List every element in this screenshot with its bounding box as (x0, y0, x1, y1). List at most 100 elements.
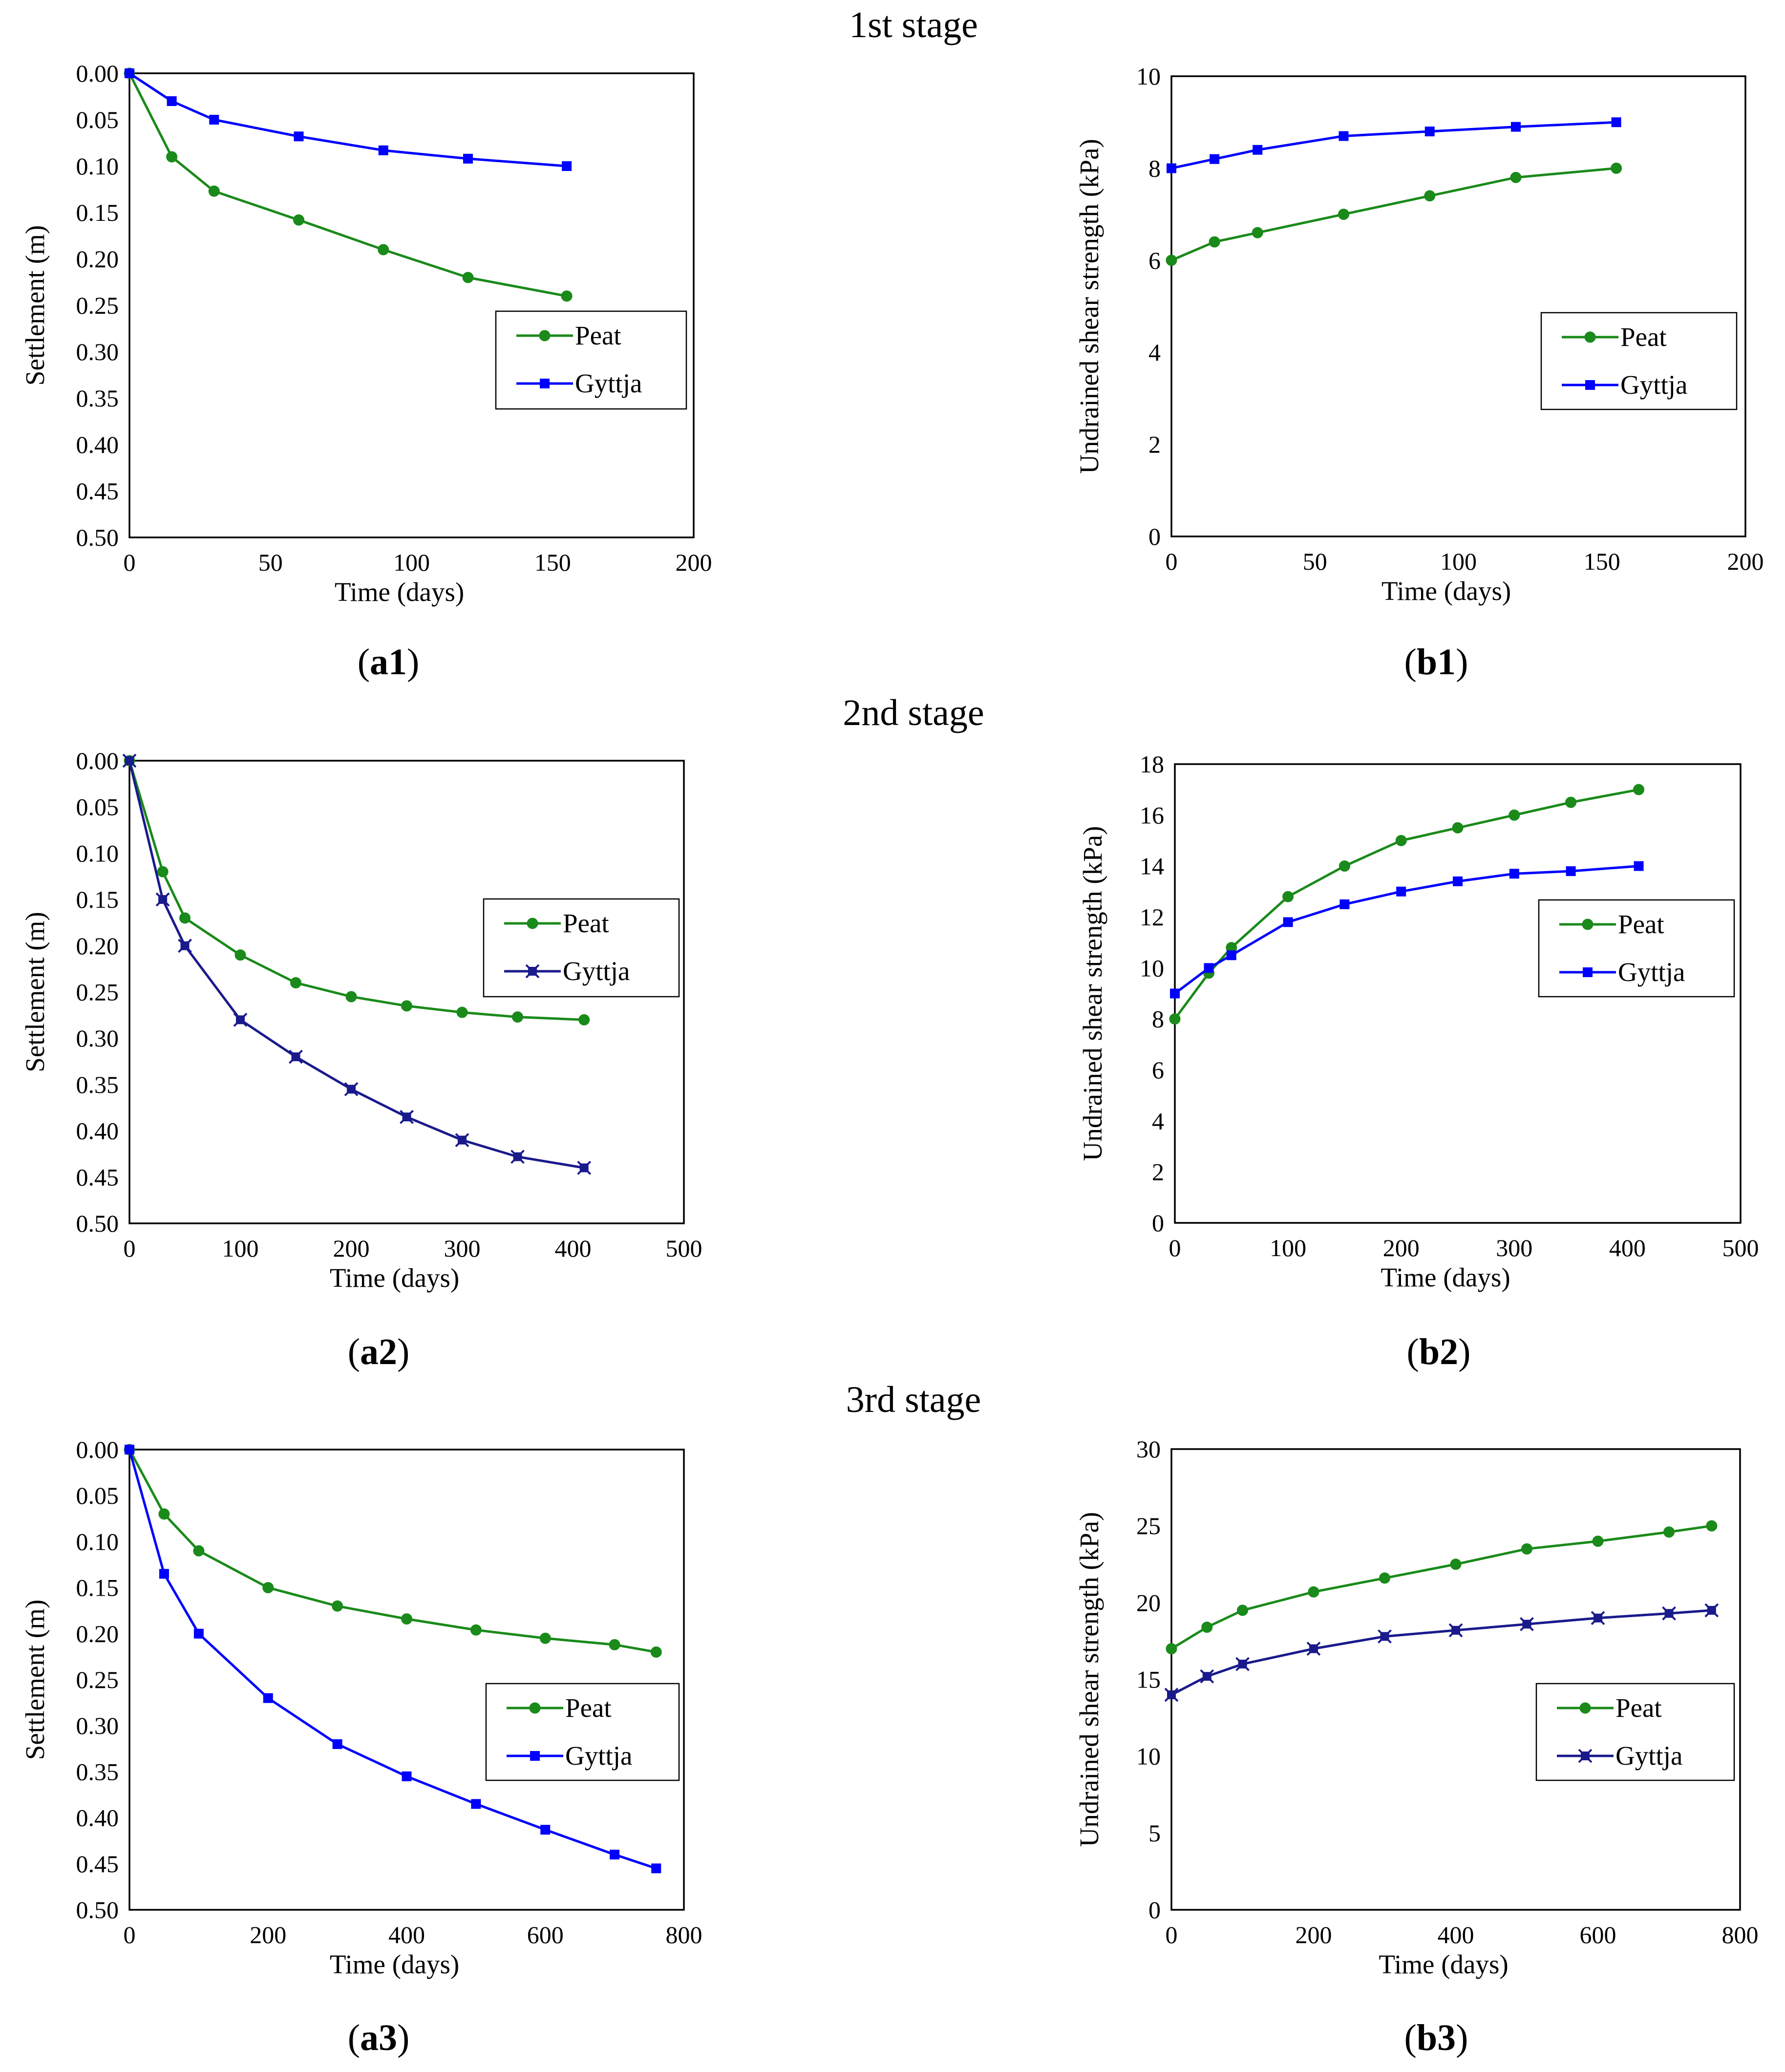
a1-ytick-label-4: 0.20 (76, 245, 119, 273)
a1-xtick-label-2: 100 (393, 549, 430, 576)
a2-series-gyttja-point-7 (455, 1133, 469, 1147)
b2-series-peat-point-3 (1282, 891, 1294, 902)
a1-legend-gyttja-marker (540, 379, 550, 388)
a3-legend-gyttja-marker (530, 1751, 540, 1761)
a2-legend-gyttja-label: Gyttja (563, 956, 630, 986)
b1-x-axis-title: Time (days) (1381, 576, 1511, 606)
a2-series-gyttja-point-5-cross-b (344, 1082, 359, 1096)
a3-series-gyttja-point-8 (610, 1849, 620, 1859)
a3-series-peat-point-8 (609, 1639, 620, 1650)
a1-series-peat-point-3 (293, 214, 304, 226)
a3-series-peat-point-7 (539, 1632, 551, 1644)
b3-series-gyttja-point-9 (1704, 1603, 1719, 1618)
a2-legend-peat-marker (527, 918, 538, 929)
a2-ytick-label-4: 0.20 (76, 932, 119, 960)
a2-xtick-label-4: 400 (555, 1235, 592, 1262)
b3-panel-label: (b3) (1404, 2017, 1468, 2058)
a3-xtick-label-0: 0 (124, 1921, 136, 1948)
a3-series-gyttja-point-5 (402, 1771, 412, 1781)
chart-panel-a1: 0.00 0.05 0.10 0.15 0.20 0.25 0.30 0.35 0.40 0.45… (20, 60, 712, 683)
a2-series-gyttja-point-7-cross-b (455, 1133, 469, 1147)
b3-xtick-label-1: 200 (1296, 1921, 1332, 1948)
a2-xtick-label-5: 500 (666, 1235, 702, 1262)
a3-series-gyttja-point-7 (540, 1825, 551, 1835)
a2-series-gyttja-point-6-cross-b (400, 1110, 414, 1124)
b1-ytick-label-1: 2 (1148, 431, 1161, 458)
a2-series-gyttja-point-9-cross-b (577, 1160, 592, 1175)
a2-series-peat-point-2 (179, 912, 191, 924)
b2-xtick-label-2: 200 (1383, 1234, 1420, 1261)
b3-series-peat-point-0 (1166, 1643, 1177, 1655)
a2-ytick-label-3: 0.15 (76, 886, 119, 913)
a3-ytick-label-2: 0.10 (76, 1528, 119, 1555)
a3-series-gyttja-point-6 (471, 1799, 481, 1809)
a2-series-gyttja-point-2-cross-b (178, 939, 192, 953)
a1-series-peat-point-2 (208, 185, 220, 197)
b2-ytick-label-5: 10 (1140, 954, 1164, 982)
b3-legend-gyttja-marker-cross-b (1578, 1749, 1593, 1763)
a2-legend-gyttja-marker (525, 964, 540, 979)
b3-series-peat-point-4 (1379, 1572, 1390, 1584)
b2-panel-label: (b2) (1407, 1331, 1471, 1372)
b1-series-peat-point-5 (1510, 171, 1522, 183)
b3-series-gyttja-point-1 (1200, 1669, 1214, 1684)
b2-series-gyttja-point-4 (1339, 899, 1350, 909)
b2-ytick-label-0: 0 (1152, 1209, 1164, 1237)
b2-ytick-label-8: 16 (1140, 801, 1164, 829)
b3-x-axis-title: Time (days) (1379, 1949, 1508, 1979)
a3-xtick-label-4: 800 (666, 1921, 702, 1948)
b1-y-axis-title: Undrained shear strength (kPa) (1074, 139, 1104, 474)
b2-series-gyttja-point-5 (1396, 886, 1406, 897)
b1-ytick-label-4: 8 (1148, 154, 1161, 182)
a2-ytick-label-10: 0.50 (76, 1210, 119, 1237)
a3-series-peat-point-1 (158, 1508, 170, 1520)
a3-series-peat-point-9 (650, 1646, 662, 1658)
a2-series-peat-point-5 (345, 991, 357, 1003)
b3-ytick-label-0: 0 (1148, 1896, 1161, 1923)
a1-series-peat-point-5 (462, 272, 474, 283)
b1-xtick-label-1: 50 (1303, 548, 1327, 575)
b2-ytick-label-3: 6 (1152, 1056, 1164, 1084)
a2-ytick-label-9: 0.45 (76, 1163, 119, 1191)
a2-xtick-label-2: 200 (333, 1235, 370, 1262)
a3-legend-gyttja-label: Gyttja (565, 1741, 632, 1771)
stage-title-3: 3rd stage (846, 1379, 981, 1420)
a1-series-gyttja-point-4 (378, 145, 388, 155)
a1-panel-label: (a1) (358, 641, 420, 683)
b1-ytick-label-5: 10 (1136, 63, 1161, 90)
a2-series-gyttja-point-6 (400, 1110, 414, 1124)
b1-series-peat-point-3 (1338, 209, 1349, 220)
b2-legend-box (1538, 899, 1735, 998)
b2-ytick-label-2: 4 (1152, 1107, 1164, 1134)
a1-legend-peat-label: Peat (575, 320, 621, 350)
b2-series-peat-point-8 (1565, 796, 1577, 808)
a2-xtick-label-3: 300 (444, 1235, 481, 1262)
b2-ytick-label-7: 14 (1140, 853, 1164, 880)
b2-series-gyttja-point-1 (1204, 963, 1214, 973)
a3-series-gyttja-point-9 (651, 1863, 661, 1874)
a3-series-gyttja-point-1 (159, 1569, 169, 1579)
a2-series-gyttja-point-8 (510, 1150, 525, 1164)
b1-xtick-label-2: 100 (1440, 548, 1477, 575)
b2-x-axis-title: Time (days) (1381, 1262, 1510, 1292)
b2-series-peat-point-4 (1339, 860, 1350, 872)
a3-series-gyttja-line (128, 1449, 657, 1870)
a1-ytick-label-1: 0.05 (76, 106, 119, 133)
a1-series-gyttja-point-5 (463, 153, 473, 164)
a2-legend-gyttja-marker-cross-b (525, 964, 540, 979)
b1-xtick-label-0: 0 (1166, 548, 1178, 575)
b3-series-gyttja-point-7 (1591, 1611, 1605, 1625)
b3-series-gyttja-point-6 (1520, 1617, 1534, 1631)
a1-y-axis-title: Settlement (m) (20, 225, 50, 385)
b2-series-gyttja-point-3 (1283, 917, 1293, 927)
a2-series-gyttja-point-1-cross-b (155, 892, 170, 907)
a2-ytick-label-8: 0.40 (76, 1117, 119, 1145)
b3-series-gyttja-point-4 (1378, 1629, 1392, 1644)
a2-series-gyttja-point-4-cross-b (289, 1049, 303, 1064)
a1-ytick-label-6: 0.30 (76, 338, 119, 365)
a1-x-axis-title: Time (days) (335, 577, 464, 607)
b1-legend-gyttja-marker (1585, 380, 1595, 390)
chart-panel-a2: 0.00 0.05 0.10 0.15 0.20 0.25 0.30 0.35 0.40 0.45… (20, 747, 702, 1372)
b3-series-gyttja-point-6-cross-b (1520, 1617, 1534, 1631)
a2-ytick-label-5: 0.25 (76, 979, 119, 1006)
